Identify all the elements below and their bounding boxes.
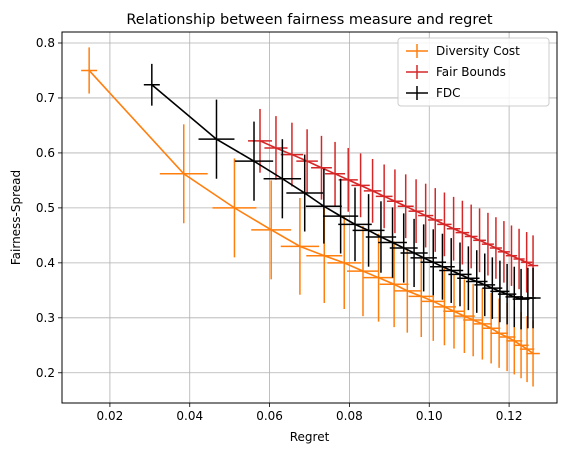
chart-title: Relationship between fairness measure an… <box>126 12 493 28</box>
legend-frame <box>397 37 550 107</box>
axes-frame <box>61 31 558 404</box>
x-tick-label: 0.08 <box>336 409 363 423</box>
y-tick-label: 0.3 <box>36 311 55 325</box>
legend: Diversity Cost Fair Bounds FDC <box>397 37 550 107</box>
x-axis: 0.02 0.04 0.06 0.08 0.10 0.12 <box>97 403 523 423</box>
series-line <box>151 84 534 300</box>
series-layer <box>81 47 541 387</box>
x-tick-label: 0.10 <box>416 409 443 423</box>
legend-label: Diversity Cost <box>436 44 520 58</box>
y-axis-label: Fairness-Spread <box>9 170 23 265</box>
legend-label: FDC <box>436 86 461 100</box>
legend-label: Fair Bounds <box>436 65 506 79</box>
legend-item: Fair Bounds <box>406 65 506 79</box>
x-tick-label: 0.06 <box>256 409 283 423</box>
legend-item: FDC <box>406 86 461 100</box>
x-tick-label: 0.02 <box>97 409 124 423</box>
y-tick-label: 0.4 <box>36 256 55 270</box>
series-fdc <box>143 63 541 330</box>
x-axis-label: Regret <box>290 430 330 444</box>
series-line <box>259 140 534 267</box>
y-tick-label: 0.8 <box>36 36 55 50</box>
series-line <box>88 69 534 355</box>
x-tick-label: 0.04 <box>176 409 203 423</box>
y-tick-label: 0.6 <box>36 146 55 160</box>
x-tick-label: 0.12 <box>496 409 523 423</box>
legend-item: Diversity Cost <box>406 44 520 58</box>
y-axis: 0.2 0.3 0.4 0.5 0.6 0.7 0.8 <box>36 36 62 380</box>
y-tick-label: 0.2 <box>36 366 55 380</box>
series-fair-bounds <box>248 108 539 296</box>
y-tick-label: 0.5 <box>36 201 55 215</box>
y-tick-label: 0.7 <box>36 91 55 105</box>
